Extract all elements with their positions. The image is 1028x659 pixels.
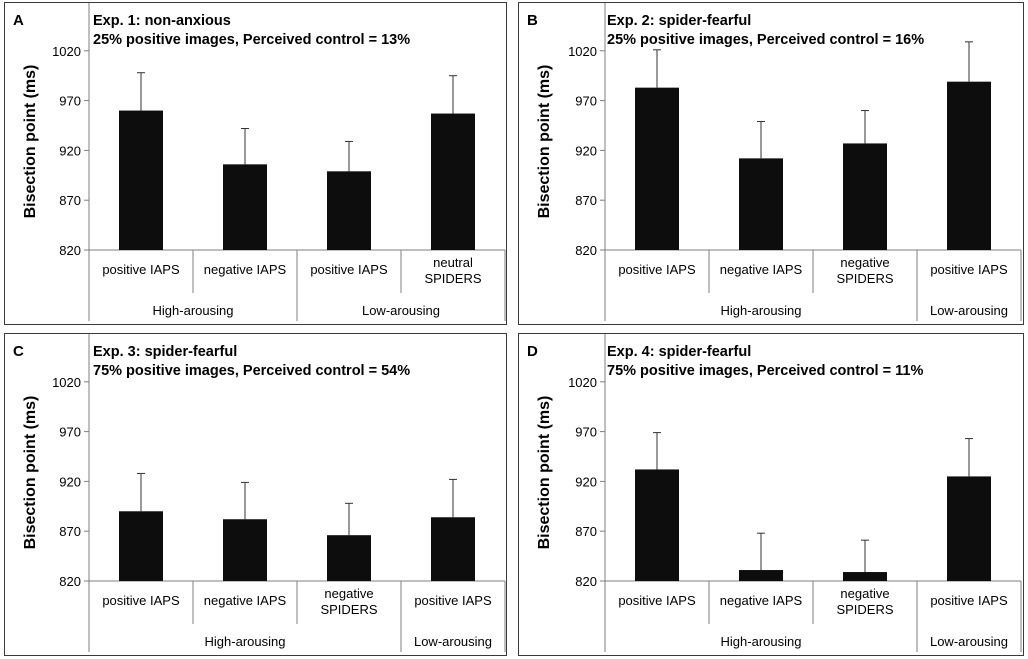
bar	[327, 171, 371, 250]
category-label: SPIDERS	[424, 271, 481, 286]
chart-svg-d: D Exp. 4: spider-fearful 75% positive imag…	[527, 334, 1022, 652]
y-tick-label: 820	[575, 574, 597, 589]
group-label: Low-arousing	[362, 303, 440, 318]
bar	[635, 469, 679, 581]
category-label: negative IAPS	[720, 593, 803, 608]
bar	[223, 519, 267, 581]
group-label: Low-arousing	[414, 634, 492, 649]
category-label: positive IAPS	[930, 262, 1008, 277]
y-tick-label: 1020	[568, 375, 597, 390]
category-label: positive IAPS	[618, 262, 696, 277]
category-label: SPIDERS	[836, 271, 893, 286]
y-tick-label: 970	[59, 425, 81, 440]
panel-a: A Exp. 1: non-anxious 25% positive images,…	[4, 2, 507, 325]
category-label: positive IAPS	[930, 593, 1008, 608]
y-tick-label: 920	[575, 143, 597, 158]
bar	[431, 517, 475, 581]
category-label: positive IAPS	[618, 593, 696, 608]
chart-svg-c: C Exp. 3: spider-fearful 75% positive imag…	[13, 334, 506, 652]
category-label: negative IAPS	[204, 262, 287, 277]
y-tick-label: 970	[575, 94, 597, 109]
bar	[635, 87, 679, 250]
group-label: Low-arousing	[930, 303, 1008, 318]
bar	[431, 113, 475, 250]
chart-title-line: 75% positive images, Perceived control =…	[93, 363, 410, 379]
panel-letter: C	[13, 343, 24, 360]
chart-title-line: Exp. 4: spider-fearful	[607, 344, 751, 360]
y-tick-label: 920	[59, 474, 81, 489]
group-label: High-arousing	[721, 634, 802, 649]
y-tick-label: 1020	[568, 44, 597, 59]
bar	[739, 158, 783, 250]
group-label: High-arousing	[205, 634, 286, 649]
y-tick-label: 870	[59, 524, 81, 539]
chart-title-line: 75% positive images, Perceived control =…	[607, 363, 923, 379]
group-label: Low-arousing	[930, 634, 1008, 649]
y-tick-label: 1020	[52, 44, 81, 59]
y-tick-label: 920	[59, 143, 81, 158]
panel-b: B Exp. 2: spider-fearful 25% positive imag…	[518, 2, 1024, 325]
y-tick-label: 820	[575, 243, 597, 258]
bar	[327, 535, 371, 581]
chart-title-line: Exp. 1: non-anxious	[93, 13, 231, 29]
chart-svg-a: A Exp. 1: non-anxious 25% positive images,…	[13, 3, 506, 321]
category-label: negative IAPS	[720, 262, 803, 277]
panel-d: D Exp. 4: spider-fearful 75% positive imag…	[518, 333, 1024, 656]
y-axis-label: Bisection point (ms)	[536, 396, 553, 550]
y-tick-label: 870	[575, 524, 597, 539]
category-label: positive IAPS	[310, 262, 388, 277]
category-label: SPIDERS	[836, 602, 893, 617]
bar	[947, 81, 991, 251]
group-label: High-arousing	[721, 303, 802, 318]
y-tick-label: 870	[59, 193, 81, 208]
panel-c: C Exp. 3: spider-fearful 75% positive imag…	[4, 333, 507, 656]
y-axis-label: Bisection point (ms)	[536, 65, 553, 219]
category-label: positive IAPS	[414, 593, 492, 608]
y-tick-label: 1020	[52, 375, 81, 390]
panel-letter: D	[527, 343, 538, 360]
category-label: negative	[840, 586, 889, 601]
category-label: positive IAPS	[102, 593, 180, 608]
bar	[947, 476, 991, 581]
chart-title-line: 25% positive images, Perceived control =…	[93, 32, 410, 48]
bar	[739, 570, 783, 581]
y-tick-label: 820	[59, 243, 81, 258]
category-label: negative	[324, 586, 373, 601]
group-label: High-arousing	[153, 303, 234, 318]
chart-title-line: 25% positive images, Perceived control =…	[607, 32, 924, 48]
bar	[223, 164, 267, 250]
bar	[119, 511, 163, 581]
chart-svg-b: B Exp. 2: spider-fearful 25% positive imag…	[527, 3, 1022, 321]
y-tick-label: 970	[59, 94, 81, 109]
panel-letter: A	[13, 12, 24, 29]
y-tick-label: 870	[575, 193, 597, 208]
y-axis-label: Bisection point (ms)	[22, 396, 39, 550]
category-label: SPIDERS	[320, 602, 377, 617]
bar	[843, 143, 887, 250]
category-label: negative IAPS	[204, 593, 287, 608]
category-label: neutral	[433, 255, 473, 270]
y-tick-label: 920	[575, 474, 597, 489]
category-label: positive IAPS	[102, 262, 180, 277]
y-tick-label: 820	[59, 574, 81, 589]
panel-letter: B	[527, 12, 538, 29]
y-axis-label: Bisection point (ms)	[22, 65, 39, 219]
bar	[119, 110, 163, 250]
bar	[843, 572, 887, 581]
category-label: negative	[840, 255, 889, 270]
chart-title-line: Exp. 3: spider-fearful	[93, 344, 237, 360]
chart-title-line: Exp. 2: spider-fearful	[607, 13, 751, 29]
y-tick-label: 970	[575, 425, 597, 440]
